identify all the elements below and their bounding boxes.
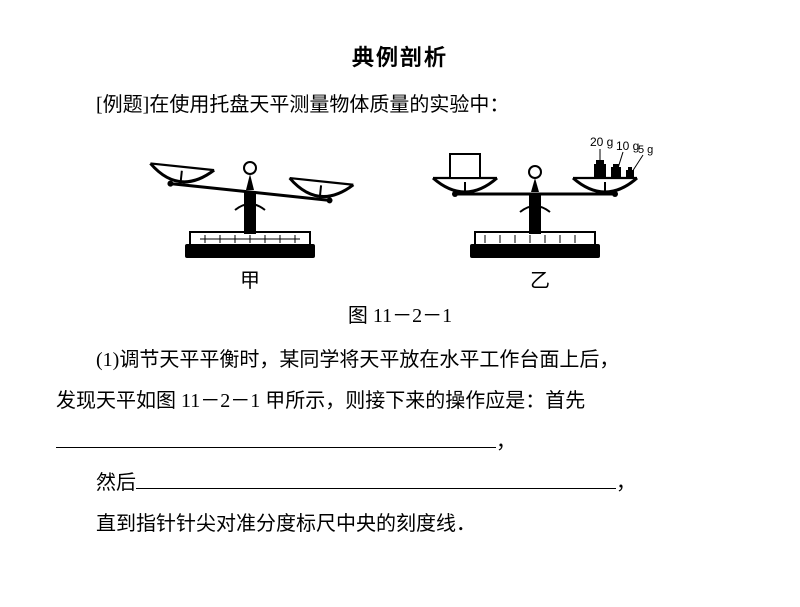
figure-right-label: 乙 [530, 264, 550, 293]
q1-line5: 直到指针针尖对准分度标尺中央的刻度线． [96, 513, 476, 535]
figure-row: 甲 20 g 10 g 5 g [56, 132, 744, 293]
figure-left: 甲 [140, 132, 360, 293]
balance-a-svg [140, 132, 360, 262]
figure-left-label: 甲 [240, 264, 260, 293]
figure-caption: 图 11－2－1 [56, 299, 744, 328]
balance-b-svg: 20 g 10 g 5 g [420, 132, 660, 262]
q1-comma2: ， [616, 472, 636, 494]
question-1: (1)调节天平平衡时，某同学将天平放在水平工作台面上后， 发现天平如图 11－2… [56, 340, 744, 545]
weight-label-5: 5 g [638, 144, 653, 156]
problem-intro: [例题]在使用托盘天平测量物体质量的实验中： [56, 86, 744, 124]
weight-label-20: 20 g [590, 135, 613, 149]
figure-right: 20 g 10 g 5 g [420, 132, 660, 293]
weight-label-10: 10 g [616, 139, 639, 153]
q1-blank1 [56, 428, 496, 448]
q1-prefix: (1)调节天平平衡时，某同学将天平放在水平工作台面上后， [96, 349, 619, 371]
section-title: 典例剖析 [56, 40, 744, 72]
q1-comma1: ， [496, 431, 516, 453]
q1-line2: 发现天平如图 11－2－1 甲所示，则接下来的操作应是：首先 [56, 390, 585, 412]
q1-blank2 [136, 469, 616, 489]
q1-then: 然后 [96, 472, 136, 494]
